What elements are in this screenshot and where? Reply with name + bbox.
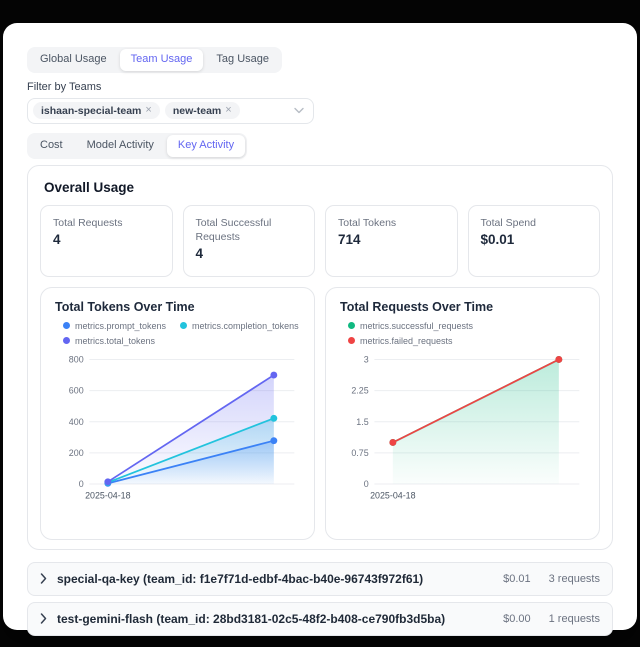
stat-value: 714	[338, 231, 361, 247]
svg-text:2.25: 2.25	[351, 385, 368, 395]
chart-legend: metrics.successful_requests metrics.faile…	[338, 321, 587, 346]
remove-tag-icon[interactable]: ×	[145, 104, 152, 117]
tokens-chart-card: Total Tokens Over Time metrics.prompt_to…	[40, 286, 315, 540]
overall-usage-panel: Overall Usage Total Requests 4 Total Suc…	[27, 164, 613, 550]
key-row-spend: $0.01	[503, 572, 531, 585]
team-tag-label: ishaan-special-team	[41, 104, 142, 117]
stat-value: $0.01	[480, 231, 515, 247]
chart-legend: metrics.prompt_tokens metrics.completion_…	[53, 321, 302, 346]
chevron-right-icon	[40, 613, 47, 624]
svg-text:800: 800	[69, 354, 84, 364]
key-row-requests: 3 requests	[548, 572, 600, 585]
activity-tabs: Cost Model Activity Key Activity	[27, 132, 248, 159]
legend-item: metrics.prompt_tokens	[63, 321, 166, 331]
points	[389, 355, 563, 446]
svg-text:0.75: 0.75	[351, 447, 368, 457]
key-accordion-row-special-qa-key[interactable]: special-qa-key (team_id: f1e7f71d-edbf-4…	[27, 561, 613, 596]
legend-label: metrics.prompt_tokens	[75, 320, 167, 331]
legend-dot-icon	[348, 337, 355, 344]
stat-total-requests: Total Requests 4	[40, 204, 173, 277]
tab-model-activity[interactable]: Model Activity	[76, 135, 165, 157]
legend-dot-icon	[348, 322, 355, 329]
lines	[107, 373, 275, 484]
panel-title: Overall Usage	[44, 179, 135, 195]
legend-dot-icon	[63, 322, 70, 329]
y-axis-labels: 0 0.75 1.5 2.25 3	[351, 354, 368, 488]
stat-label: Total Successful Requests	[195, 216, 272, 243]
stat-label: Total Tokens	[338, 216, 397, 229]
filter-by-teams-label: Filter by Teams	[27, 80, 102, 93]
points	[104, 371, 278, 487]
tab-team-usage[interactable]: Team Usage	[119, 49, 204, 71]
legend-label: metrics.successful_requests	[360, 320, 474, 331]
x-axis-labels: 2025-04-18	[370, 490, 416, 500]
legend-item: metrics.completion_tokens	[180, 321, 299, 331]
requests-chart-card: Total Requests Over Time metrics.success…	[325, 286, 600, 540]
chevron-down-icon	[294, 107, 304, 114]
team-filter-select[interactable]: ishaan-special-team × new-team ×	[27, 97, 314, 124]
tab-key-activity[interactable]: Key Activity	[166, 134, 246, 157]
key-row-requests: 1 requests	[548, 612, 600, 625]
stat-value: 4	[195, 245, 204, 261]
svg-text:2025-04-18: 2025-04-18	[370, 490, 416, 500]
svg-text:0: 0	[79, 479, 84, 489]
x-axis-labels: 2025-04-18	[85, 490, 131, 500]
tab-tag-usage[interactable]: Tag Usage	[205, 49, 280, 71]
key-row-title: test-gemini-flash (team_id: 28bd3181-02c…	[57, 611, 446, 626]
requests-chart: 0 0.75 1.5 2.25 3 2025-04-18	[351, 354, 580, 500]
legend-dot-icon	[63, 337, 70, 344]
tab-global-usage[interactable]: Global Usage	[29, 49, 118, 71]
stats-grid: Total Requests 4 Total Successful Reques…	[40, 204, 600, 277]
legend-item: metrics.failed_requests	[348, 336, 453, 346]
team-tag: ishaan-special-team ×	[33, 102, 160, 120]
areas	[392, 358, 559, 484]
lines	[392, 358, 560, 443]
chevron-right-icon	[40, 573, 47, 584]
tokens-chart: 0 200 400 600 800 2025-04-18	[69, 354, 295, 500]
legend-item: metrics.successful_requests	[348, 321, 473, 331]
svg-text:200: 200	[69, 447, 84, 457]
stat-label: Total Spend	[480, 216, 536, 229]
chart-title: Total Requests Over Time	[340, 299, 494, 314]
y-axis-labels: 0 200 400 600 800	[69, 354, 84, 488]
svg-text:0: 0	[364, 479, 369, 489]
stat-value: 4	[53, 231, 61, 247]
team-tag: new-team ×	[164, 102, 240, 120]
usage-page: Global Usage Team Usage Tag Usage Filter…	[3, 23, 637, 636]
key-row-metrics: $0.00 1 requests	[503, 613, 600, 625]
stat-total-tokens: Total Tokens 714	[325, 204, 458, 277]
stat-total-successful-requests: Total Successful Requests 4	[182, 204, 315, 277]
charts-grid: Total Tokens Over Time metrics.prompt_to…	[40, 286, 600, 540]
legend-label: metrics.completion_tokens	[192, 320, 299, 331]
svg-text:2025-04-18: 2025-04-18	[85, 490, 131, 500]
svg-text:600: 600	[69, 385, 84, 395]
remove-tag-icon[interactable]: ×	[225, 104, 232, 117]
legend-label: metrics.total_tokens	[75, 335, 156, 346]
stat-label: Total Requests	[53, 216, 123, 229]
legend-label: metrics.failed_requests	[360, 335, 453, 346]
key-row-spend: $0.00	[503, 612, 531, 625]
key-row-metrics: $0.01 3 requests	[503, 573, 600, 585]
stat-total-spend: Total Spend $0.01	[467, 204, 600, 277]
chart-title: Total Tokens Over Time	[55, 299, 195, 314]
legend-item: metrics.total_tokens	[63, 336, 155, 346]
team-tag-label: new-team	[172, 104, 222, 117]
legend-dot-icon	[180, 322, 188, 329]
svg-text:1.5: 1.5	[356, 416, 368, 426]
svg-text:400: 400	[69, 416, 84, 426]
tab-cost[interactable]: Cost	[29, 135, 74, 157]
key-accordion-row-test-gemini-flash[interactable]: test-gemini-flash (team_id: 28bd3181-02c…	[27, 601, 613, 636]
key-row-title: special-qa-key (team_id: f1e7f71d-edbf-4…	[57, 571, 424, 586]
usage-scope-tabs: Global Usage Team Usage Tag Usage	[27, 47, 283, 73]
svg-text:3: 3	[364, 354, 369, 364]
